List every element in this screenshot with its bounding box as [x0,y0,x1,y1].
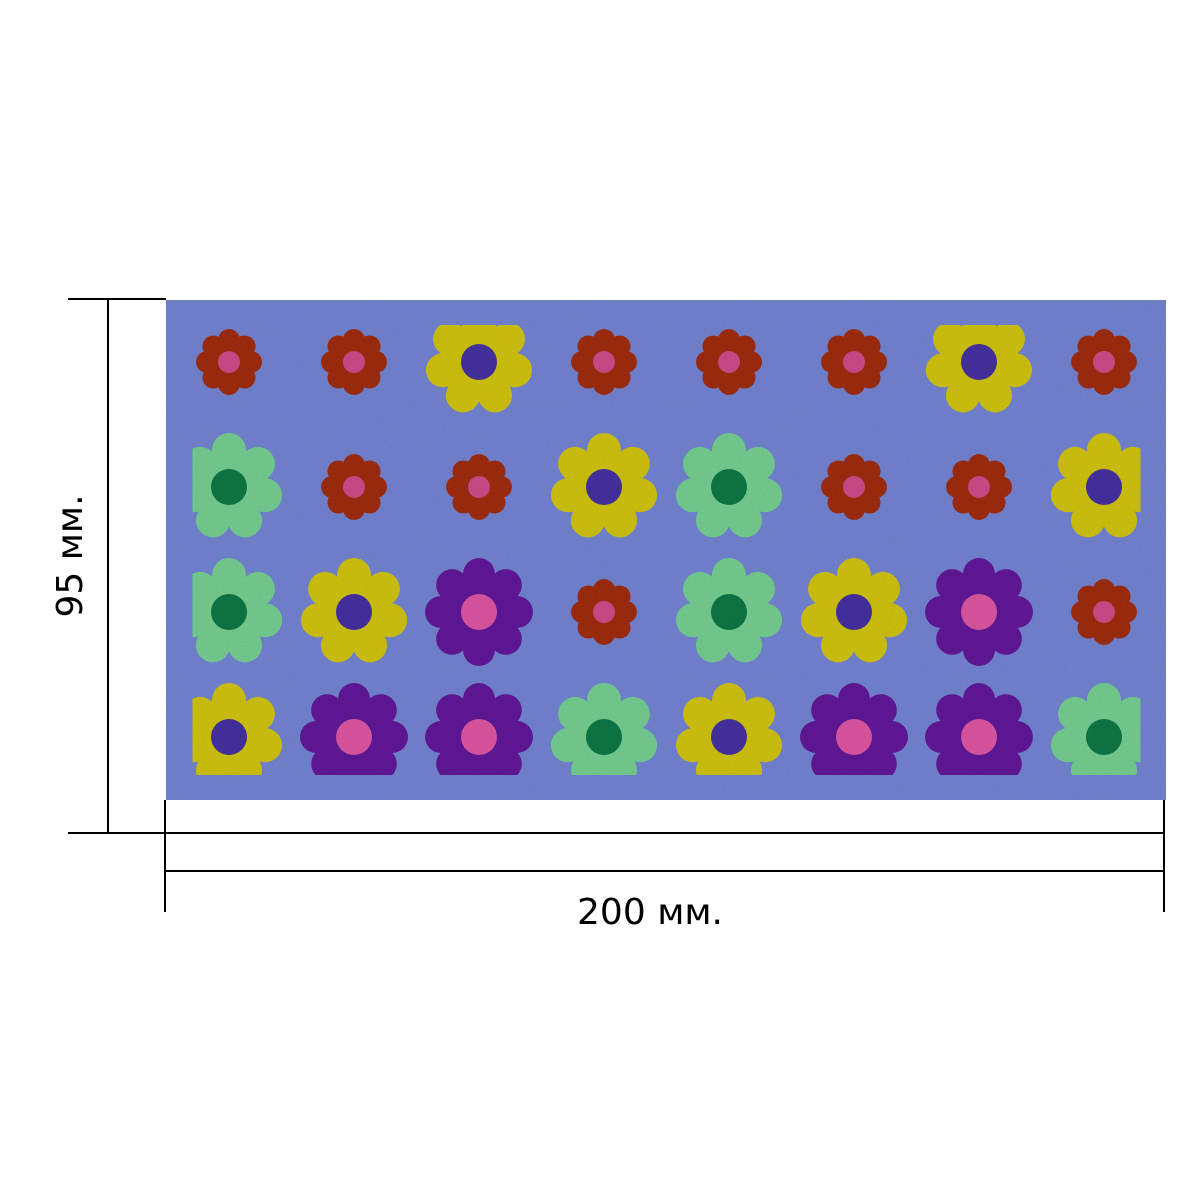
flower-center [711,469,747,505]
height-label: 95 мм. [50,494,91,617]
flower-center [843,351,865,373]
flower-center [586,719,622,755]
flower-center [711,594,747,630]
red-flower [571,579,637,645]
flower-center [836,719,872,755]
red-flower [821,329,887,395]
flower-center [336,719,372,755]
flower-center [718,351,740,373]
flower-center [461,594,497,630]
flower-center [1086,469,1122,505]
purple-flower [925,558,1033,666]
red-flower [946,454,1012,520]
yellow-flower [675,683,783,788]
flower-center [968,476,990,498]
yellow-flower [425,308,533,413]
yellow-flower [175,683,283,788]
yellow-flower [800,558,908,663]
red-flower [321,454,387,520]
red-flower [1071,579,1137,645]
flower-center [218,351,240,373]
flower-center [593,601,615,623]
purple-flower [425,683,533,791]
flower-pattern [175,308,1158,791]
purple-flower [425,558,533,666]
flower-center [843,476,865,498]
red-flower [1071,329,1137,395]
red-flower [446,454,512,520]
width-label: 200 мм. [577,892,723,933]
flower-center [1093,601,1115,623]
flower-center [211,594,247,630]
flower-center [211,469,247,505]
flower-center [593,351,615,373]
flower-center [468,476,490,498]
flower-center [586,469,622,505]
green-flower [675,433,783,538]
red-flower [321,329,387,395]
flower-center [461,719,497,755]
green-flower [175,433,283,538]
green-flower [175,558,283,663]
yellow-flower [1050,433,1158,538]
flower-center [836,594,872,630]
flower-center [211,719,247,755]
yellow-flower [300,558,408,663]
flower-center [961,344,997,380]
flower-center [961,719,997,755]
yellow-flower [550,433,658,538]
purple-flower [800,683,908,791]
flower-center [336,594,372,630]
height-dimension [68,298,166,834]
red-flower [821,454,887,520]
green-flower [1050,683,1158,788]
yellow-flower [925,308,1033,413]
flower-center [461,344,497,380]
width-dimension [164,800,1165,912]
flower-center [343,351,365,373]
flower-center [1086,719,1122,755]
flower-center [1093,351,1115,373]
red-flower [571,329,637,395]
purple-flower [300,683,408,791]
flower-center [961,594,997,630]
red-flower [196,329,262,395]
purple-flower [925,683,1033,791]
flower-center [343,476,365,498]
green-flower [550,683,658,788]
green-flower [675,558,783,663]
flower-center [711,719,747,755]
red-flower [696,329,762,395]
